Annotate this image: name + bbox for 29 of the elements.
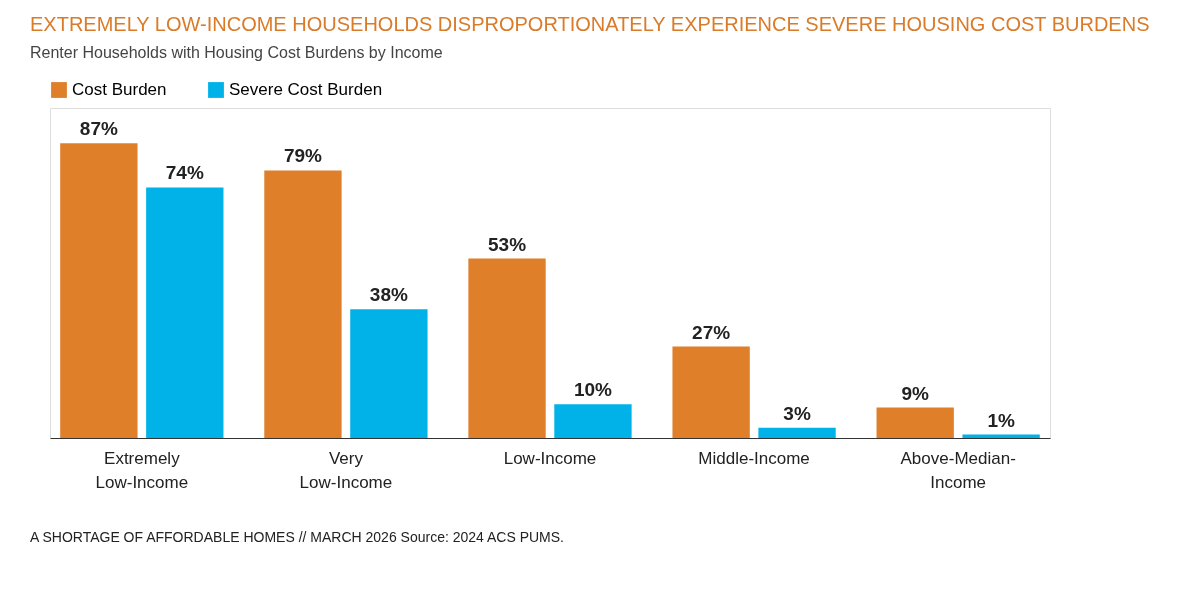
bar [146,187,224,438]
bar [554,404,632,438]
legend-label: Cost Burden [72,80,167,99]
chart-subtitle: Renter Households with Housing Cost Burdens by Income [30,44,443,61]
data-label: 1% [987,409,1015,431]
bar [264,170,342,438]
bar [468,258,546,438]
data-label: 38% [369,284,408,306]
bar [350,309,428,438]
legend-label: Severe Cost Burden [229,80,383,99]
text: A SHORTAGE OF AFFORDABLE HOMES // MARCH 2026 Source: 2024 ACS PUMS. [30,529,564,545]
data-label: 74% [165,162,204,184]
x-tick-label: Extremely Low-Income [95,448,189,492]
data-label: 9% [901,382,930,404]
x-tick-label: Middle-Income [698,448,810,468]
x-tick-label: Low-Income [503,448,597,468]
bar [758,427,836,438]
x-tick-label: Above-Median- Income [900,448,1016,492]
data-label: 79% [283,145,323,167]
bar [60,143,138,438]
chart-title: EXTREMELY LOW-INCOME HOUSEHOLDS DISPROPORTIONATELY EXPERIENCE SEVERE HOUSING COST BURDENS [30,13,1150,35]
data-label: 27% [692,321,731,343]
data-label: 87% [79,118,118,140]
data-label: 53% [488,233,527,255]
data-label: 3% [783,402,811,424]
data-label: 10% [573,379,613,401]
bar [876,407,954,438]
x-tick-label: Very Low-Income [299,448,393,492]
bar [672,346,750,438]
